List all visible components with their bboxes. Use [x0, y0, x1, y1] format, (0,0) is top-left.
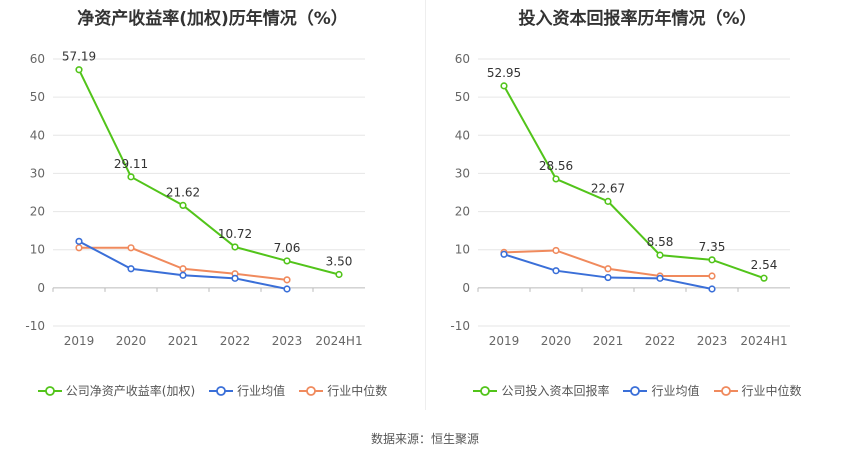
x-tick-label: 2020 [116, 334, 147, 348]
legend-item[interactable]: 公司净资产收益率(加权) [37, 382, 196, 399]
panel-divider [425, 0, 426, 410]
x-tick-label: 2022 [220, 334, 251, 348]
data-label: 10.72 [218, 227, 252, 241]
data-point[interactable] [75, 244, 83, 252]
x-tick-label: 2022 [645, 334, 676, 348]
series-line [503, 85, 765, 280]
legend-marker-icon [623, 385, 648, 396]
data-point[interactable] [127, 265, 135, 273]
x-tick-label: 2024H1 [315, 334, 362, 348]
y-tick-label: 10 [30, 243, 45, 257]
data-point[interactable] [179, 265, 187, 273]
x-tick-label: 2020 [541, 334, 572, 348]
data-point[interactable] [708, 272, 716, 280]
y-tick-label: 20 [455, 205, 470, 219]
x-tick-label: 2023 [697, 334, 728, 348]
x-tick-label: 2023 [272, 334, 303, 348]
y-tick-label: 0 [462, 281, 470, 295]
data-point[interactable] [656, 274, 664, 282]
data-label: 3.50 [326, 255, 353, 269]
x-tick-label: 2021 [593, 334, 624, 348]
data-point[interactable] [335, 270, 343, 279]
data-label: 29.11 [114, 157, 148, 171]
legend-marker-icon [713, 385, 738, 396]
legend: 公司净资产收益率(加权) 行业均值 行业中位数 [0, 382, 425, 399]
y-tick-label: 50 [455, 90, 470, 104]
data-point[interactable] [283, 257, 291, 265]
data-point[interactable] [231, 243, 239, 251]
data-point[interactable] [179, 271, 187, 279]
legend-label: 公司投入资本回报率 [501, 384, 610, 398]
data-point[interactable] [552, 246, 560, 255]
line-chart-roic: -10 0 10 20 30 40 50 60 2019 2020 2021 2022 2023 2024… [450, 52, 790, 348]
y-tick-label: -10 [450, 319, 470, 333]
data-point[interactable] [708, 285, 716, 293]
data-point[interactable] [283, 276, 291, 284]
legend-item[interactable]: 行业中位数 [713, 382, 802, 399]
data-point[interactable] [75, 237, 83, 245]
data-point[interactable] [552, 267, 560, 275]
y-tick-label: 40 [455, 128, 470, 142]
legend-marker-icon [473, 385, 498, 396]
chart-title: 净资产收益率(加权)历年情况（%） [77, 9, 348, 29]
data-label: 57.19 [62, 50, 96, 64]
x-tick-label: 2019 [64, 334, 95, 348]
data-point[interactable] [179, 201, 187, 209]
legend-marker-icon [299, 385, 324, 396]
y-tick-label: 50 [30, 90, 45, 104]
legend-label: 行业中位数 [741, 384, 802, 398]
data-point[interactable] [552, 175, 560, 183]
data-label: 21.62 [166, 185, 200, 199]
data-point[interactable] [127, 173, 135, 181]
y-tick-label: 20 [30, 205, 45, 219]
x-tick-label: 2021 [168, 334, 199, 348]
x-tick-label: 2024H1 [740, 334, 787, 348]
data-point[interactable] [760, 274, 768, 282]
data-point[interactable] [604, 197, 612, 205]
legend-label: 行业均值 [237, 384, 286, 398]
data-source-note: 数据来源：恒生聚源 [370, 432, 479, 446]
y-tick-label: 60 [30, 52, 45, 66]
series-line [78, 69, 340, 276]
legend-marker-icon [209, 385, 234, 396]
data-point[interactable] [127, 244, 135, 252]
y-tick-label: 30 [30, 166, 45, 180]
y-tick-label: -10 [25, 319, 45, 333]
data-point[interactable] [604, 265, 612, 273]
x-tick-label: 2019 [489, 334, 520, 348]
data-point[interactable] [708, 256, 716, 264]
data-label: 28.56 [539, 159, 573, 173]
legend-item[interactable]: 行业均值 [209, 382, 285, 399]
legend-label: 行业均值 [651, 384, 700, 398]
y-tick-label: 30 [455, 166, 470, 180]
data-label: 22.67 [591, 181, 625, 195]
chart-title: 投入资本回报率历年情况（%） [518, 9, 757, 29]
legend-label: 公司净资产收益率(加权) [65, 384, 196, 398]
legend-item[interactable]: 行业中位数 [299, 382, 387, 399]
chart-panel-roic: 投入资本回报率历年情况（%） -10 0 10 20 30 40 50 60 2019 2020 2… [425, 0, 850, 410]
data-point[interactable] [283, 285, 291, 293]
legend-item[interactable]: 公司投入资本回报率 [473, 382, 609, 399]
data-label: 7.06 [274, 241, 301, 255]
data-point[interactable] [656, 251, 664, 259]
data-point[interactable] [231, 274, 239, 282]
legend-item[interactable]: 行业均值 [623, 382, 700, 399]
data-label: 52.95 [487, 66, 521, 80]
y-tick-label: 0 [37, 281, 45, 295]
y-tick-label: 60 [455, 52, 470, 66]
y-tick-label: 40 [30, 128, 45, 142]
y-tick-label: 10 [455, 243, 470, 257]
data-point[interactable] [75, 66, 83, 74]
legend-marker-icon [37, 385, 62, 396]
data-label: 8.58 [647, 235, 674, 249]
chart-panel-roe: 净资产收益率(加权)历年情况（%） -10 0 10 20 30 40 50 60 2019 20… [0, 0, 425, 410]
line-chart-roe: -10 0 10 20 30 40 50 60 2019 2020 2021 2022 2023 2024… [25, 50, 365, 348]
data-point[interactable] [500, 82, 508, 90]
data-point[interactable] [500, 250, 508, 258]
data-label: 7.35 [699, 240, 726, 254]
legend-label: 行业中位数 [327, 384, 388, 398]
data-point[interactable] [604, 273, 612, 282]
data-label: 2.54 [751, 258, 778, 272]
legend: 公司投入资本回报率 行业均值 行业中位数 [425, 382, 850, 399]
